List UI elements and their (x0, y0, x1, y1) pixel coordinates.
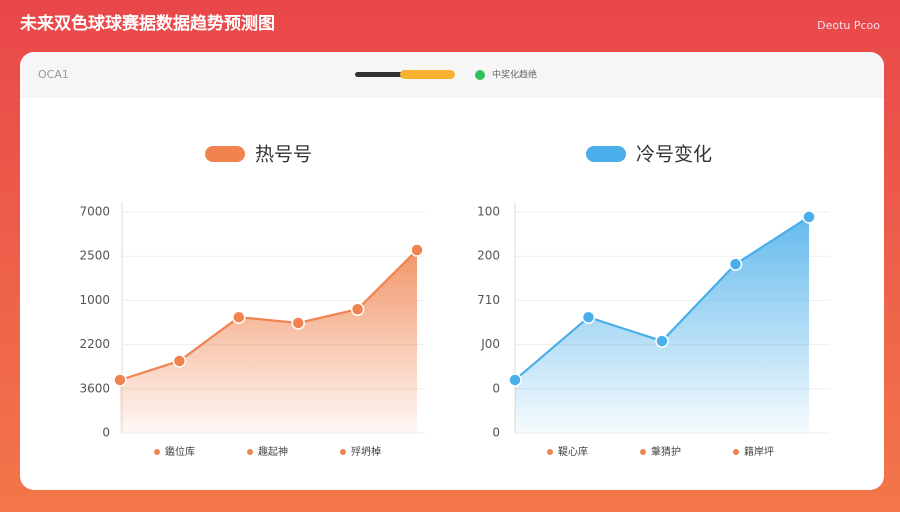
point (508, 373, 522, 387)
point (350, 302, 365, 316)
legend-pill (205, 146, 245, 162)
point (232, 310, 246, 324)
slider-thumb[interactable] (400, 70, 455, 79)
legend-dot (154, 449, 160, 455)
y-tick-label: 3600 (79, 381, 110, 395)
point (802, 210, 816, 224)
legend-dot (640, 449, 646, 455)
y-tick-label: 100 (477, 205, 500, 219)
legend-dot (340, 449, 346, 455)
legend-label: 鞮心庠 (558, 445, 588, 458)
line (119, 249, 418, 382)
y-tick-label: 0 (492, 381, 500, 395)
brand: Deotu Pcoo (817, 19, 880, 32)
legend-label: 殍坍棹 (351, 445, 381, 458)
y-tick-label: 0 (492, 426, 500, 440)
legend-dot (247, 449, 253, 455)
y-tick-label: J00 (480, 337, 500, 351)
point (655, 334, 669, 348)
page-title: 未来双色球球赛据数据趋势预测图 (19, 13, 275, 34)
y-tick-label: 1000 (79, 293, 110, 307)
point (113, 373, 127, 387)
point (291, 316, 305, 330)
slider-track[interactable] (355, 72, 415, 77)
chart-title: 热号号 (255, 144, 312, 166)
y-tick-label: 0 (102, 426, 110, 440)
legend-label: 籍岸坪 (744, 445, 774, 458)
point (728, 257, 743, 271)
point (410, 243, 424, 257)
status-text: 中奖化趋绝 (492, 69, 537, 81)
chart-title: 冷号变化 (636, 144, 712, 166)
y-tick-label: 2500 (79, 249, 110, 263)
y-tick-label: 710 (477, 293, 500, 307)
y-tick-label: 2200 (79, 337, 110, 351)
toolbar-label: OCA1 (38, 68, 69, 81)
y-tick-label: 200 (477, 249, 500, 263)
point (172, 354, 187, 368)
legend-label: 趣起神 (258, 445, 288, 458)
legend-dot (733, 449, 739, 455)
legend-label: 鞶猜护 (651, 445, 681, 458)
legend-dot (547, 449, 553, 455)
area (120, 250, 417, 433)
status-dot (475, 70, 485, 80)
legend-pill (586, 146, 626, 162)
legend-label: 鑑位库 (165, 445, 195, 458)
point (581, 310, 596, 324)
y-tick-label: 7000 (79, 205, 110, 219)
